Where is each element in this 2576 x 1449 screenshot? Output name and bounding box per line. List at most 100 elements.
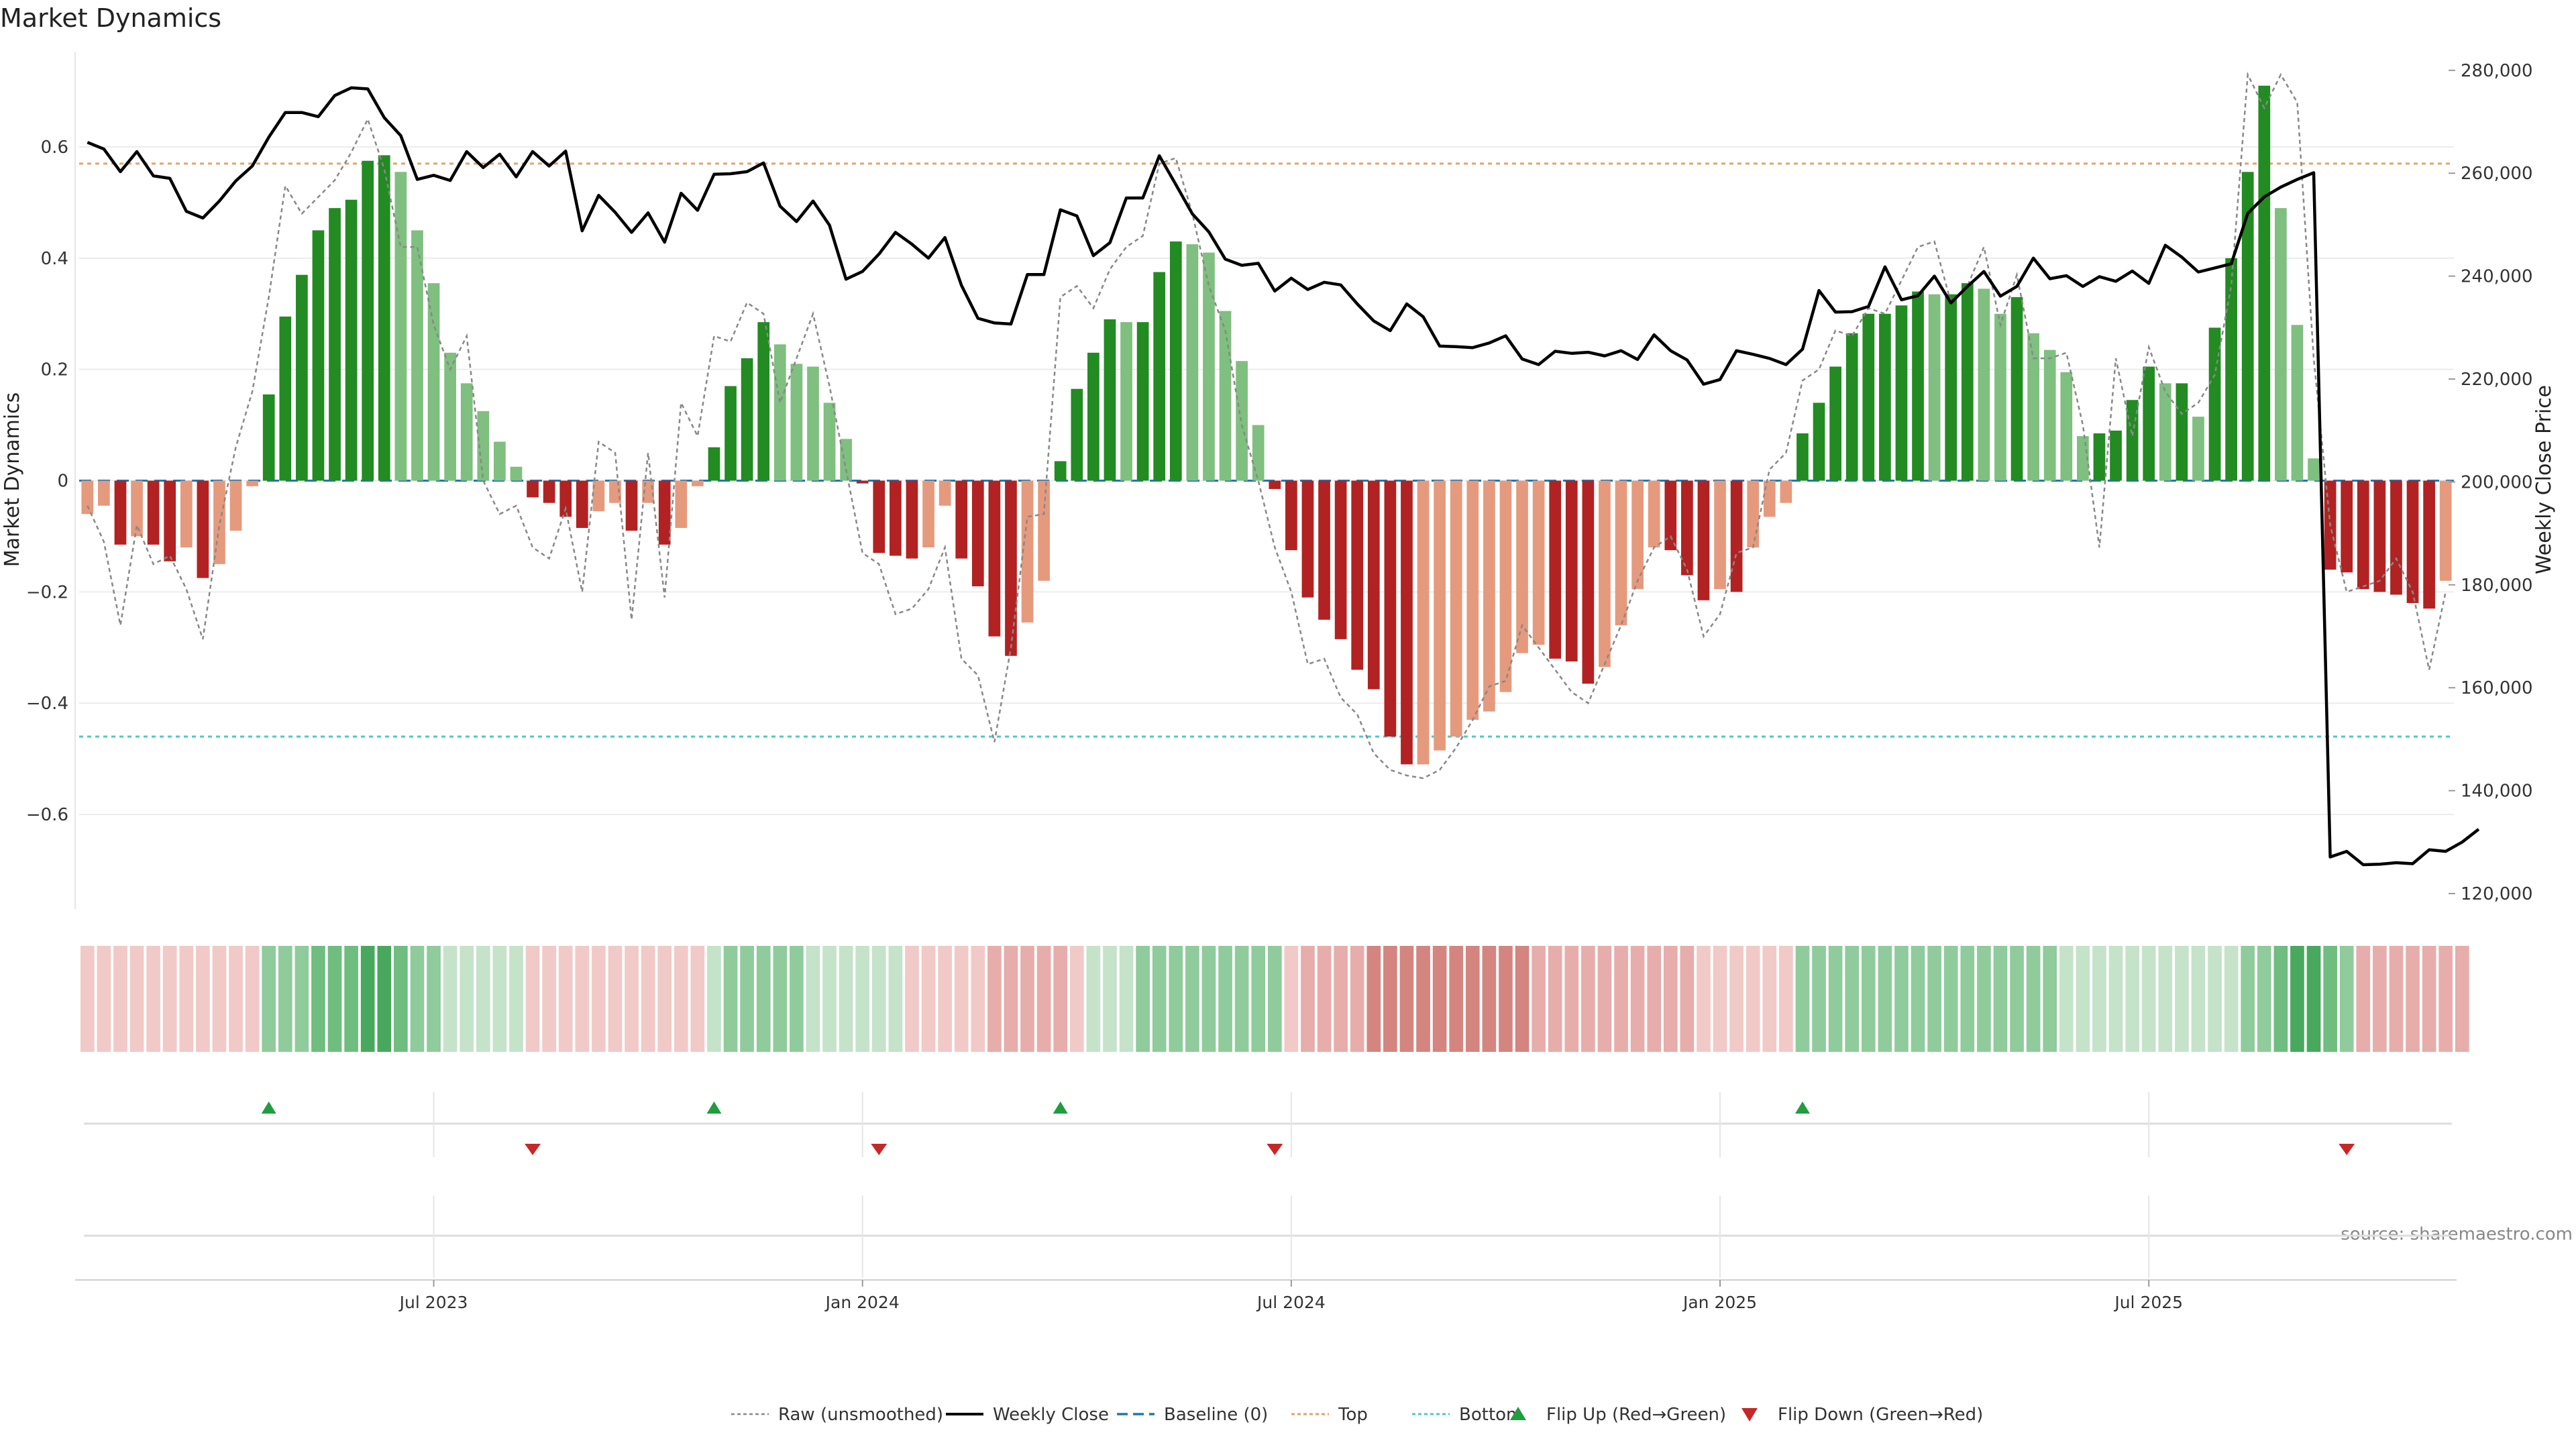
dynamics-bar xyxy=(2241,172,2254,481)
dynamics-bar xyxy=(1203,252,1215,481)
x-tick-label: Jul 2025 xyxy=(2113,1293,2183,1312)
regime-cell xyxy=(162,946,177,1052)
regime-cell xyxy=(113,946,127,1052)
regime-cell xyxy=(377,946,392,1052)
dynamics-bar xyxy=(460,383,473,481)
regime-cell xyxy=(756,946,771,1052)
regime-cell xyxy=(1053,946,1068,1052)
right-tick-label: 120,000 xyxy=(2461,884,2533,904)
regime-cell xyxy=(1927,946,1941,1052)
left-axis: 0.6 0.4 0.2 0 −0.2 −0.4 −0.6 xyxy=(26,138,68,825)
dynamics-bar xyxy=(988,480,1001,637)
regime-cell xyxy=(641,946,655,1052)
dynamics-bar xyxy=(856,480,869,484)
regime-cell xyxy=(2158,946,2173,1052)
dynamics-bar xyxy=(2439,480,2452,581)
regime-cell xyxy=(1729,946,1743,1052)
regime-cell xyxy=(1795,946,1810,1052)
left-tick-label: 0.2 xyxy=(41,360,68,380)
dynamics-bar xyxy=(1862,313,1875,481)
regime-cell xyxy=(129,946,144,1052)
regime-cell xyxy=(179,946,194,1052)
regime-cell xyxy=(1234,946,1249,1052)
regime-cell xyxy=(1267,946,1282,1052)
flip-down-marker xyxy=(1267,1144,1283,1155)
regime-cell xyxy=(196,946,210,1052)
regime-cell xyxy=(2241,946,2255,1052)
regime-cell xyxy=(1630,946,1645,1052)
dynamics-bar xyxy=(147,480,160,545)
regime-cell xyxy=(1350,946,1364,1052)
regime-cell xyxy=(2389,946,2404,1052)
regime-cell xyxy=(1597,946,1612,1052)
regime-cell xyxy=(707,946,721,1052)
dynamics-bar xyxy=(1978,288,1990,481)
regime-cell xyxy=(2455,946,2469,1052)
dynamics-bar xyxy=(1829,366,1841,481)
dynamics-bar xyxy=(527,480,539,498)
regime-cell xyxy=(278,946,292,1052)
regime-cell xyxy=(625,946,639,1052)
dynamics-bar xyxy=(81,480,94,515)
dynamics-bar xyxy=(1054,461,1067,481)
regime-cell xyxy=(1943,946,1958,1052)
regime-cell xyxy=(1185,946,1199,1052)
regime-cell xyxy=(905,946,919,1052)
reference-lines xyxy=(79,162,2454,738)
dynamics-bar xyxy=(906,480,918,559)
dynamics-bar xyxy=(1532,480,1545,645)
dynamics-bar xyxy=(658,480,671,545)
regime-cell xyxy=(674,946,688,1052)
regime-cell xyxy=(790,946,804,1052)
regime-cell xyxy=(1499,946,1513,1052)
legend-item: Raw (unsmoothed) xyxy=(731,1405,943,1425)
dynamics-bar xyxy=(1928,294,1941,481)
right-tick-label: 140,000 xyxy=(2461,782,2533,802)
dynamics-bar xyxy=(708,447,720,481)
legend-label: Bottom xyxy=(1459,1405,1523,1425)
dynamics-bar xyxy=(1747,480,1760,548)
dynamics-bar xyxy=(790,364,803,481)
legend-label: Flip Down (Green→Red) xyxy=(1778,1405,1983,1425)
dynamics-bar xyxy=(741,358,753,481)
dynamics-bar xyxy=(1136,322,1149,481)
regime-cell xyxy=(1201,946,1216,1052)
dynamics-bar xyxy=(164,480,176,561)
regime-cell xyxy=(2438,946,2453,1052)
dynamics-bar xyxy=(2275,208,2287,481)
right-tick-label: 200,000 xyxy=(2461,472,2533,492)
flip-markers xyxy=(75,1092,2457,1281)
dynamics-bar xyxy=(1565,480,1578,661)
dynamics-bar xyxy=(329,208,341,481)
raw-line xyxy=(87,71,2447,780)
regime-cell xyxy=(740,946,754,1052)
regime-cell xyxy=(1251,946,1266,1052)
dynamics-bar xyxy=(2390,480,2402,595)
regime-cell xyxy=(360,946,375,1052)
dynamics-bar xyxy=(609,480,621,503)
dynamics-bar xyxy=(1697,480,1710,600)
dynamics-bar xyxy=(1499,480,1512,692)
regime-cell xyxy=(311,946,325,1052)
dynamics-bar xyxy=(494,441,506,481)
dynamics-bar xyxy=(823,402,836,481)
regime-cell xyxy=(1004,946,1018,1052)
dynamics-bar xyxy=(1648,480,1660,548)
regime-cell xyxy=(657,946,672,1052)
regime-cell xyxy=(1465,946,1480,1052)
dynamics-bar xyxy=(197,480,209,578)
dynamics-bar xyxy=(2043,350,2056,481)
x-tick-label: Jan 2024 xyxy=(824,1293,900,1312)
dynamics-bar xyxy=(1450,480,1462,737)
dynamics-bar xyxy=(394,172,407,481)
regime-cell xyxy=(723,946,738,1052)
dynamics-bar xyxy=(625,480,638,531)
regime-cell xyxy=(509,946,523,1052)
regime-cell xyxy=(1911,946,1925,1052)
regime-cell xyxy=(2108,946,2123,1052)
right-tick-label: 280,000 xyxy=(2461,61,2533,81)
dynamics-bar xyxy=(1301,480,1314,598)
dynamics-bar xyxy=(773,344,786,481)
regime-cell xyxy=(1548,946,1562,1052)
right-tick-label: 220,000 xyxy=(2461,370,2533,390)
